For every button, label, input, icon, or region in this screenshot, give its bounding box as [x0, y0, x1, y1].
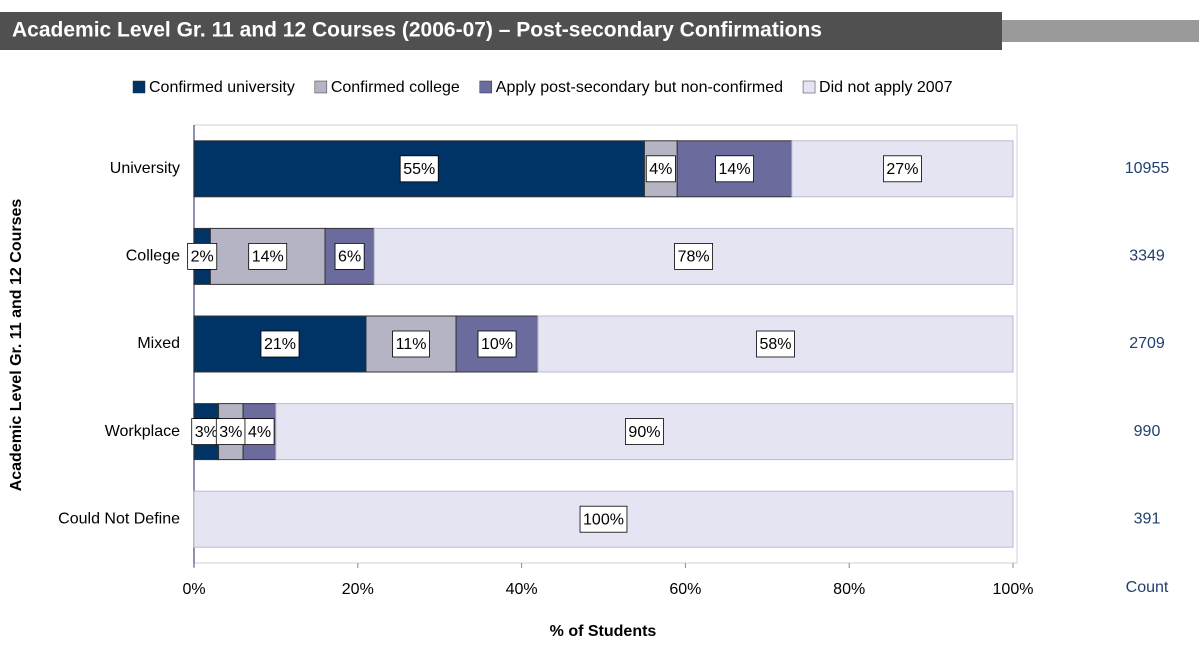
data-label: 3% — [219, 424, 242, 441]
data-label: 90% — [628, 424, 660, 441]
data-label-box — [715, 155, 754, 183]
data-label: 14% — [252, 249, 284, 266]
data-label-box — [260, 330, 300, 358]
legend-swatch — [314, 80, 328, 94]
data-label-box — [244, 418, 275, 446]
data-label: 3% — [195, 424, 218, 441]
data-label-box — [883, 155, 922, 183]
data-label: 27% — [886, 161, 918, 178]
legend-label: Did not apply 2007 — [819, 79, 953, 96]
legend-label: Confirmed college — [331, 79, 460, 96]
legend-swatch — [479, 80, 493, 94]
data-label-box — [248, 242, 288, 270]
data-label-box — [392, 330, 430, 358]
x-tick-label: 60% — [669, 581, 701, 598]
data-label-box — [187, 242, 218, 270]
data-label-box — [674, 242, 714, 270]
legend-label: Apply post-secondary but non-confirmed — [496, 79, 783, 96]
x-axis-label: % of Students — [550, 623, 657, 640]
data-label: 55% — [403, 161, 435, 178]
y-tick-label: University — [110, 160, 180, 177]
count-label: 990 — [1134, 423, 1161, 440]
legend-label: Confirmed university — [149, 79, 295, 96]
chart-title: Academic Level Gr. 11 and 12 Courses (20… — [12, 19, 822, 42]
data-label: 100% — [583, 511, 624, 528]
x-tick-label: 40% — [506, 581, 538, 598]
data-label-box — [477, 330, 517, 358]
data-label-box — [399, 155, 439, 183]
data-label-box — [579, 505, 628, 533]
data-label: 2% — [191, 249, 214, 266]
data-label: 4% — [649, 161, 672, 178]
data-label-box — [334, 242, 365, 270]
x-tick-label: 0% — [182, 581, 205, 598]
legend-swatch — [802, 80, 816, 94]
x-tick-label: 20% — [342, 581, 374, 598]
banner — [0, 12, 1002, 50]
count-label: 10955 — [1125, 160, 1170, 177]
count-header: Count — [1126, 579, 1169, 596]
data-label-box — [645, 155, 676, 183]
count-label: 2709 — [1129, 335, 1165, 352]
y-tick-label: College — [126, 248, 180, 265]
data-label: 21% — [264, 336, 296, 353]
count-label: 3349 — [1129, 248, 1165, 265]
x-tick-label: 100% — [993, 581, 1034, 598]
data-label: 58% — [759, 336, 791, 353]
data-label: 10% — [481, 336, 513, 353]
data-label: 11% — [396, 336, 427, 353]
count-label: 391 — [1134, 510, 1161, 527]
data-label: 14% — [719, 161, 751, 178]
x-tick-label: 80% — [833, 581, 865, 598]
legend-swatch — [132, 80, 146, 94]
data-label: 6% — [338, 249, 361, 266]
y-tick-label: Workplace — [105, 423, 180, 440]
data-label-box — [625, 418, 664, 446]
data-label-box — [756, 330, 795, 358]
data-label: 4% — [248, 424, 271, 441]
data-label: 78% — [678, 249, 710, 266]
y-axis-label: Academic Level Gr. 11 and 12 Courses — [8, 199, 25, 492]
y-tick-label: Could Not Define — [58, 510, 180, 527]
y-tick-label: Mixed — [137, 335, 180, 352]
